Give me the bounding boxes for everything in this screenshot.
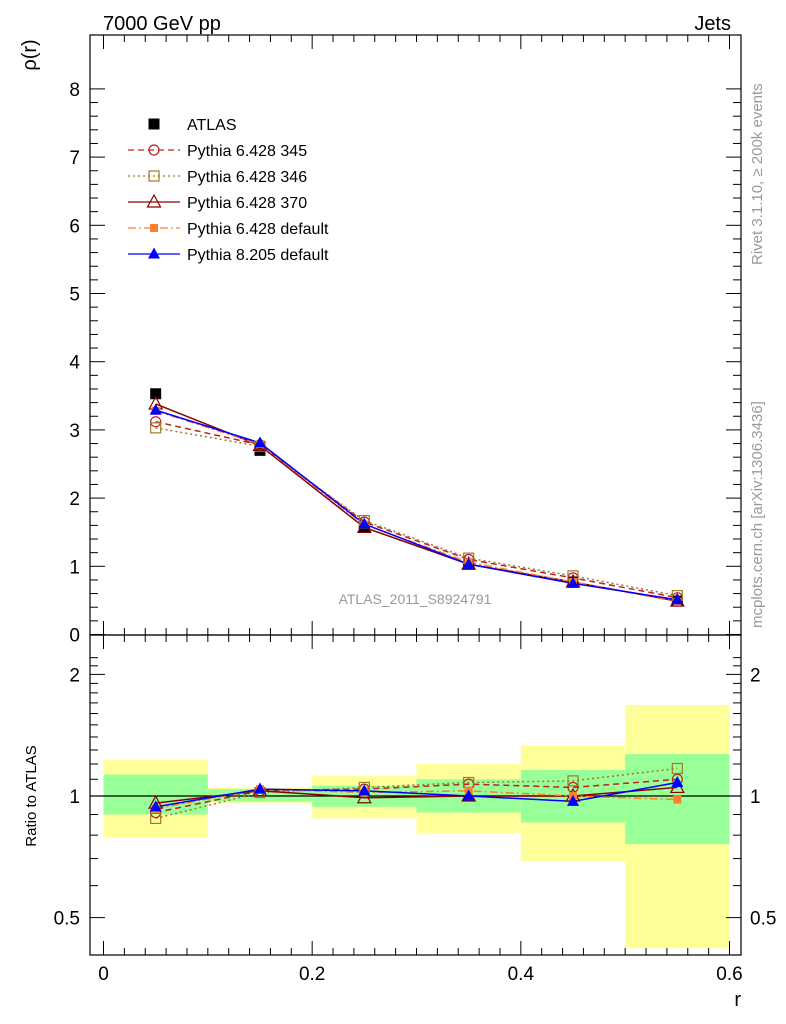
main-y-tick-label: 1: [69, 557, 80, 578]
ratio-data-point: [461, 787, 477, 802]
ratio-y-tick-label-left: 1: [69, 787, 80, 808]
x-tick-label: 0: [98, 964, 109, 985]
ratio-series-line: [155, 788, 678, 810]
ratio-data-point: [673, 795, 682, 804]
main-panel: ρ(r) 0 1 2 3 4 5 6 7 8 ATLAS_2011_S8924791 ATLAS…: [19, 34, 742, 647]
main-data-point: [358, 517, 371, 529]
ratio-panel: 0.5 0.5 1 1 2 2 0 0.2 0.4 0.6 Ratio to ATLAS r: [23, 35, 776, 1011]
main-data-point: [254, 436, 266, 448]
x-axis-label: r: [734, 989, 741, 1011]
main-y-tick-label: 5: [69, 285, 80, 306]
main-y-tick-label: 3: [69, 421, 80, 442]
main-data-point: [150, 388, 162, 400]
ratio-data-point: [462, 789, 475, 801]
ratio-data-point: [567, 794, 579, 806]
ratio-data-point: [356, 789, 372, 804]
main-series-line: [155, 427, 678, 597]
ratio-series-line: [155, 786, 678, 804]
ratio-data-point: [254, 782, 266, 794]
ratio-data-point: [567, 775, 579, 787]
legend: ATLAS Pythia 6.428 345 Pythia 6.428 346 Pyt…: [128, 117, 329, 264]
mcplots-label: mcplots.cern.ch [arXiv:1306.3436]: [749, 401, 766, 628]
legend-entry: ATLAS: [187, 117, 237, 134]
ratio-plot-frame: [89, 634, 742, 956]
ratio-y-ticks: 0.5 0.5 1 1 2 2: [54, 657, 776, 930]
main-series-line: [155, 409, 678, 601]
main-data-point: [671, 593, 684, 605]
legend-marker: [148, 247, 160, 259]
ratio-data-point: [358, 784, 371, 796]
ratio-data-point: [671, 762, 683, 775]
legend-marker: [146, 193, 162, 208]
main-data-point: [462, 557, 475, 569]
x-tick-label: 0.2: [299, 964, 325, 985]
main-y-axis-label: ρ(r): [19, 39, 41, 70]
main-data-point: [150, 422, 162, 434]
ratio-data-point: [567, 781, 579, 794]
ratio-y-tick-label-left: 2: [69, 665, 80, 686]
header-right: Jets: [694, 13, 731, 35]
main-y-tick-label: 2: [69, 489, 80, 510]
ratio-data-point: [149, 800, 162, 812]
main-y-tick-label: 0: [69, 626, 80, 647]
main-y-tick-label: 4: [69, 353, 80, 374]
x-ticks: 0 0.2 0.4 0.6: [98, 35, 743, 985]
analysis-watermark: ATLAS_2011_S8924791: [339, 591, 492, 607]
ratio-uncertainty-bands: [103, 704, 730, 949]
legend-marker: [150, 224, 158, 232]
rivet-version-label: Rivet 3.1.10, ≥ 200k events: [749, 83, 766, 265]
ratio-data-point: [671, 775, 684, 787]
main-y-tick-label: 7: [69, 148, 80, 169]
x-tick-label: 0.6: [716, 964, 742, 985]
ratio-y-tick-label-left: 0.5: [54, 909, 80, 930]
ratio-y-axis-label: Ratio to ATLAS: [23, 745, 40, 846]
legend-marker: [148, 118, 160, 130]
legend-entry: Pythia 6.428 default: [187, 221, 329, 238]
legend-entry: Pythia 6.428 345: [187, 143, 307, 160]
ratio-series-line: [155, 778, 678, 814]
main-series-line: [155, 410, 678, 603]
main-data-point: [150, 416, 162, 428]
ratio-series: [148, 762, 685, 825]
main-y-tick-label: 8: [69, 80, 80, 101]
main-y-tick-label: 6: [69, 216, 80, 237]
main-y-ticks: 0 1 2 3 4 5 6 7 8: [69, 80, 741, 647]
ratio-series-line: [155, 781, 678, 808]
legend-entry: Pythia 6.428 346: [187, 169, 307, 186]
main-series-line: [155, 403, 678, 602]
ratio-y-tick-label-right: 1: [750, 787, 761, 808]
main-data-point: [149, 403, 162, 415]
legend-entry: Pythia 6.428 370: [187, 195, 307, 212]
x-tick-label: 0.4: [508, 964, 535, 985]
main-series: [148, 388, 685, 607]
main-series-line: [155, 420, 678, 599]
ratio-y-tick-label-right: 2: [750, 665, 761, 686]
legend-entry: Pythia 8.205 default: [187, 247, 329, 264]
ratio-data-point: [150, 812, 162, 825]
legend-marker: [148, 144, 160, 156]
ratio-y-tick-label-right: 0.5: [750, 909, 776, 930]
header-left: 7000 GeV pp: [103, 13, 221, 35]
main-data-point: [567, 576, 579, 588]
legend-marker: [148, 170, 160, 182]
